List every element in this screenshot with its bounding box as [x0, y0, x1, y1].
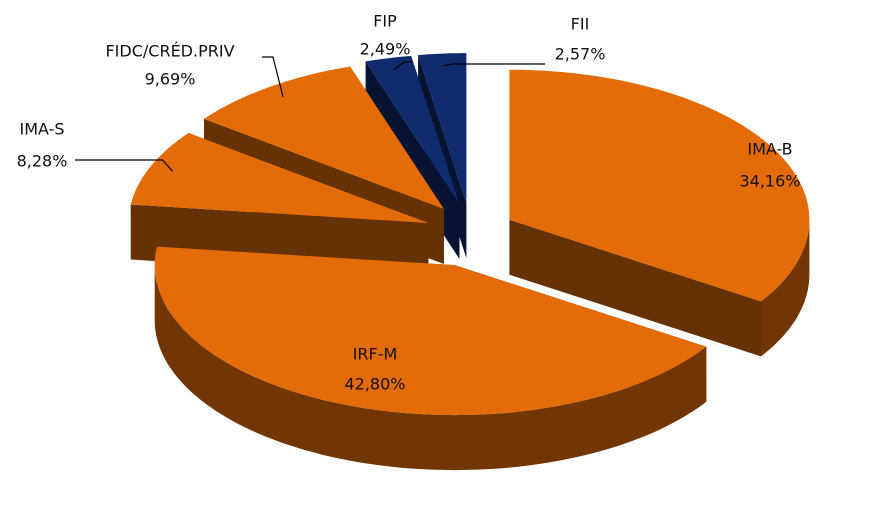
slice-label: FIDC/CRÉD.PRIV	[105, 42, 234, 61]
value-label: 9,69%	[145, 70, 196, 89]
slice-side	[154, 265, 707, 471]
slice-label: IMA-B	[747, 140, 792, 159]
leader-line	[262, 56, 284, 98]
slice	[509, 69, 810, 302]
slice-label: FIP	[373, 12, 397, 31]
slice-label: IMA-S	[19, 120, 64, 139]
value-label: 42,80%	[344, 375, 405, 394]
leader-line	[444, 63, 545, 67]
value-label: 2,49%	[360, 40, 411, 59]
slice-label: IRF-M	[353, 345, 398, 364]
value-label: 34,16%	[739, 172, 800, 191]
slice	[365, 55, 460, 204]
leader-line	[393, 61, 412, 71]
slice-wall	[509, 219, 761, 357]
slice	[418, 53, 467, 204]
slice-label: FII	[571, 15, 590, 34]
slice	[130, 133, 429, 223]
value-label: 8,28%	[17, 152, 68, 171]
slice-side	[761, 219, 810, 357]
slice	[204, 66, 444, 209]
slice	[154, 246, 707, 416]
value-label: 2,57%	[555, 45, 606, 64]
leader-line	[75, 159, 173, 172]
